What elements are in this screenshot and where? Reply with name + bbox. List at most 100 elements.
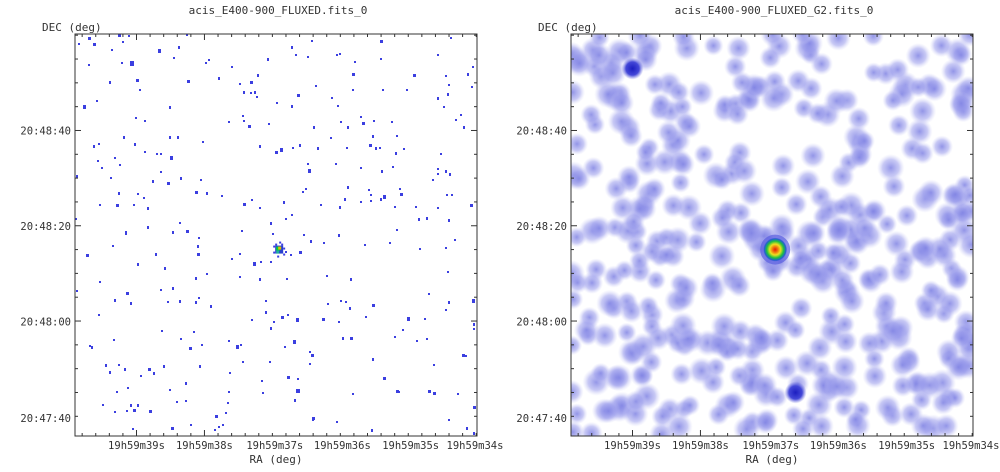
photon-pixel	[365, 316, 367, 318]
photon-pixel	[448, 419, 450, 421]
photon-pixel	[450, 37, 452, 39]
photon-pixel	[268, 123, 270, 125]
photon-pixel	[88, 64, 90, 66]
photon-pixel	[130, 61, 134, 66]
photon-pixel	[317, 147, 319, 150]
photon-pixel	[88, 37, 91, 40]
photon-pixel	[122, 41, 124, 43]
photon-pixel	[98, 143, 100, 145]
smoothed-blob	[805, 391, 833, 419]
smoothed-blob	[670, 362, 693, 386]
smoothed-blob	[580, 421, 603, 436]
photon-pixel	[286, 278, 288, 280]
photon-pixel	[473, 323, 475, 326]
photon-pixel	[121, 62, 123, 64]
photon-pixel	[229, 372, 231, 374]
photon-pixel	[153, 372, 155, 375]
smoothed-blob	[635, 142, 656, 163]
photon-pixel	[368, 189, 370, 191]
smoothed-blob	[766, 386, 788, 408]
photon-pixel	[370, 194, 372, 196]
smoothed-blob	[710, 312, 739, 341]
smoothed-blob	[800, 142, 826, 169]
photon-pixel	[275, 151, 278, 154]
photon-pixel	[457, 393, 459, 395]
smoothed-blob	[907, 76, 929, 98]
photon-pixel	[143, 197, 145, 199]
photon-pixel	[231, 66, 233, 68]
photon-pixel	[463, 126, 465, 129]
smoothed-blob	[915, 297, 941, 322]
photon-pixel	[327, 303, 329, 305]
photon-pixel	[272, 233, 274, 235]
smoothed-blob	[609, 90, 635, 116]
smoothed-blob	[791, 417, 815, 436]
photon-pixel	[114, 411, 116, 413]
photon-pixel	[290, 254, 292, 256]
photon-pixel	[402, 329, 404, 331]
photon-pixel	[396, 390, 399, 393]
photon-pixel	[307, 163, 309, 165]
smoothed-blob	[862, 363, 888, 389]
photon-pixel	[250, 92, 252, 94]
smoothed-blob	[628, 250, 651, 272]
photon-pixel	[449, 173, 451, 176]
photon-pixel	[437, 97, 439, 100]
photon-pixel	[239, 83, 241, 85]
smoothed-blob	[596, 289, 624, 318]
photon-pixel	[347, 186, 349, 189]
smoothed-blob	[571, 403, 588, 425]
photon-pixel	[380, 198, 382, 201]
photon-pixel	[448, 84, 450, 86]
photon-pixel	[445, 309, 447, 311]
photon-pixel	[75, 218, 77, 220]
smoothed-blob	[882, 90, 904, 111]
photon-pixel	[267, 58, 269, 61]
photon-pixel	[375, 147, 377, 150]
smoothed-blob	[874, 394, 901, 421]
smoothed-blob	[785, 320, 806, 341]
smoothed-blob	[693, 143, 715, 165]
photon-pixel	[287, 314, 289, 316]
smoothed-blob	[852, 215, 877, 241]
smoothed-blob	[823, 373, 851, 400]
photon-pixel	[259, 278, 261, 281]
photon-pixel	[251, 199, 253, 201]
smoothed-blob	[596, 398, 621, 424]
photon-pixel	[284, 346, 286, 348]
smoothed-blob	[921, 76, 948, 102]
photon-pixel	[179, 300, 181, 303]
photon-pixel	[118, 192, 120, 195]
photon-pixel	[132, 428, 134, 430]
photon-pixel	[445, 75, 447, 77]
photon-pixel	[198, 237, 200, 239]
photon-pixel	[86, 254, 89, 257]
photon-pixel	[91, 346, 93, 349]
smoothed-blob	[677, 114, 702, 139]
photon-pixel	[156, 153, 158, 155]
smoothed-blob	[895, 204, 919, 228]
photon-pixel	[281, 316, 284, 319]
source	[621, 57, 644, 80]
photon-pixel	[349, 307, 351, 310]
photon-pixel	[465, 355, 467, 357]
photon-pixel	[370, 200, 372, 202]
smoothed-blob	[944, 353, 973, 381]
photon-pixel	[379, 147, 381, 149]
photon-pixel	[239, 253, 241, 255]
smoothed-blob	[582, 156, 605, 180]
photon-pixel	[470, 204, 473, 207]
photon-pixel	[118, 34, 121, 37]
photon-pixel	[195, 277, 197, 280]
smoothed-blob	[703, 35, 724, 56]
photon-pixel	[197, 253, 200, 256]
photon-pixel	[337, 105, 339, 107]
smoothed-blob	[826, 218, 851, 243]
x-tick-label: 19h59m34s	[943, 440, 1000, 452]
photon-pixel	[287, 376, 290, 379]
photon-pixel	[373, 120, 375, 122]
smoothed-blob	[810, 52, 833, 76]
smoothed-blob	[915, 371, 944, 400]
y-axis: 20:48:40 20:48:20 20:48:00 20:47:40	[516, 34, 973, 425]
photon-pixel	[296, 318, 299, 322]
